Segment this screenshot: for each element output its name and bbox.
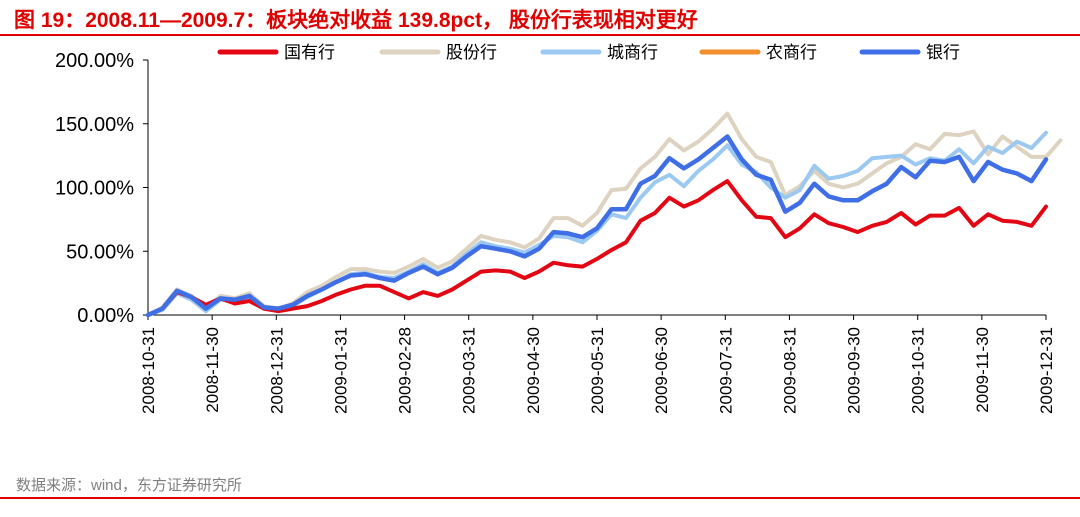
x-axis: 2008-10-31 2008-11-30 2008-12-31 2009-01-31… bbox=[139, 314, 1056, 414]
legend-label: 农商行 bbox=[766, 43, 817, 62]
x-tick-label: 2009-05-31 bbox=[588, 327, 607, 414]
x-tick-label: 2008-10-31 bbox=[139, 327, 158, 414]
series-line-0 bbox=[146, 179, 1048, 317]
series-group bbox=[145, 111, 1063, 318]
legend-item-1[interactable]: 股份行 bbox=[379, 43, 497, 62]
x-tick-label: 2009-01-31 bbox=[331, 327, 350, 414]
x-tick-label: 2009-03-31 bbox=[460, 327, 479, 414]
source-note: 数据来源：wind，东方证券研究所 bbox=[16, 477, 242, 494]
x-tick-label: 2009-11-30 bbox=[973, 327, 992, 413]
legend-label: 股份行 bbox=[446, 43, 497, 62]
y-tick-label: 50.00% bbox=[66, 241, 134, 263]
x-tick-label: 2009-06-30 bbox=[652, 327, 671, 414]
series-line-2 bbox=[146, 130, 1048, 317]
legend-label: 城商行 bbox=[607, 43, 658, 62]
x-tick-label: 2009-12-31 bbox=[1037, 327, 1056, 414]
legend-label: 国有行 bbox=[284, 43, 335, 62]
legend-label: 银行 bbox=[926, 43, 960, 62]
x-tick-label: 2009-04-30 bbox=[524, 327, 543, 414]
x-tick-label: 2009-02-28 bbox=[396, 327, 415, 414]
series-line-1 bbox=[146, 111, 1063, 317]
legend[interactable]: 国有行 股份行 城商行 农商行 银行 bbox=[217, 43, 960, 62]
x-tick-label: 2009-08-31 bbox=[780, 327, 799, 414]
legend-item-0[interactable]: 国有行 bbox=[217, 43, 335, 62]
x-tick-label: 2008-12-31 bbox=[267, 327, 286, 414]
footer-line bbox=[0, 497, 1080, 499]
y-tick-label: 100.00% bbox=[55, 178, 134, 200]
legend-item-4[interactable]: 银行 bbox=[859, 43, 960, 62]
y-tick-label: 0.00% bbox=[77, 305, 134, 327]
x-tick-label: 2008-11-30 bbox=[203, 327, 222, 413]
title-underline bbox=[0, 34, 1080, 36]
y-tick-label: 150.00% bbox=[55, 114, 134, 136]
chart-title: 图 19：2008.11—2009.7：板块绝对收益 139.8pct， 股份行… bbox=[14, 9, 698, 32]
legend-item-3[interactable]: 农商行 bbox=[699, 43, 817, 62]
y-axis: 0.00% 50.00% 100.00% 150.00% 200.00% bbox=[55, 50, 149, 327]
x-tick-label: 2009-07-31 bbox=[716, 327, 735, 414]
series-line-4 bbox=[145, 134, 1049, 318]
legend-item-2[interactable]: 城商行 bbox=[540, 43, 658, 62]
x-tick-label: 2009-10-31 bbox=[909, 327, 928, 414]
x-tick-label: 2009-09-30 bbox=[845, 327, 864, 414]
y-tick-label: 200.00% bbox=[55, 50, 134, 72]
